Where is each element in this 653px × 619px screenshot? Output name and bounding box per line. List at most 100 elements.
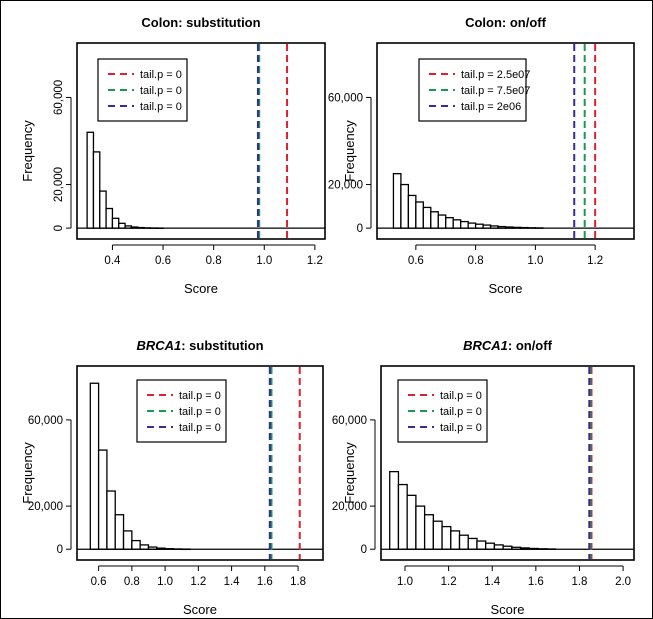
x-tick-label: 1.0: [397, 576, 413, 588]
x-tick-label: 0.6: [408, 255, 424, 267]
panel-title-text: : substitution: [181, 338, 263, 353]
histogram-bar: [437, 214, 447, 229]
x-axis-label: Score: [491, 602, 525, 617]
histogram-bar: [460, 220, 469, 229]
plot-box: [380, 365, 635, 561]
histogram-bar: [415, 201, 424, 229]
histogram-bar: [86, 131, 95, 229]
histogram-bar: [92, 151, 101, 229]
x-axis-label: Score: [183, 602, 217, 617]
histogram-bar: [415, 505, 426, 550]
y-tick-label: 20,000: [53, 167, 65, 202]
panel-title: BRCA1: on/off: [463, 338, 553, 353]
histogram-bar: [441, 525, 452, 550]
y-tick-label: 0: [361, 544, 367, 556]
y-tick-label: 0: [57, 544, 63, 556]
legend-label: tail.p = 0: [140, 69, 182, 81]
x-tick-label: 0.6: [155, 255, 171, 267]
panel-title: Colon: on/off: [465, 15, 547, 30]
panel-title-text: Colon: substitution: [141, 15, 260, 30]
x-tick-label: 1.0: [256, 255, 272, 267]
histogram-bar: [89, 382, 100, 550]
histogram-bar: [407, 194, 417, 229]
legend-label: tail.p = 0: [440, 422, 482, 434]
plot-box: [76, 42, 326, 240]
histogram-bar: [118, 222, 126, 229]
x-tick-label: 0.8: [124, 576, 140, 588]
x-tick-label: 1.8: [290, 576, 306, 588]
x-tick-label: 1.6: [528, 576, 544, 588]
histogram-bar: [406, 494, 417, 550]
legend-label: tail.p = 0: [140, 101, 182, 113]
histogram-bar: [114, 514, 125, 550]
histogram-bar: [131, 539, 141, 550]
histogram-bar: [392, 173, 402, 229]
y-tick-label: 20,000: [328, 180, 363, 192]
histogram-bar: [452, 219, 462, 229]
histogram-bar: [422, 206, 432, 229]
plot-box: [76, 365, 324, 561]
histogram-bar: [122, 530, 133, 550]
histogram-bar: [485, 542, 496, 550]
panel-title: Colon: substitution: [141, 15, 260, 30]
histogram-bar: [397, 483, 408, 550]
y-tick-label: 20,000: [28, 501, 63, 513]
histogram-bar: [458, 534, 469, 550]
histogram-bar: [99, 190, 107, 229]
x-tick-label: 1.0: [157, 576, 173, 588]
histogram-bar: [467, 537, 478, 550]
y-tick-label: 20,000: [332, 501, 367, 513]
histogram-bar: [111, 217, 120, 229]
legend-label: tail.p = 2e06: [461, 101, 521, 113]
x-axis-label: Score: [184, 281, 218, 296]
x-tick-label: 1.2: [307, 255, 323, 267]
y-tick-label: 0: [357, 223, 363, 235]
histogram-bar: [432, 520, 443, 550]
histogram-bar: [423, 514, 434, 550]
x-tick-label: 0.4: [104, 255, 121, 267]
y-tick-label: 60,000: [328, 92, 363, 104]
y-axis-label: Frequency: [342, 442, 357, 504]
histogram-bar: [450, 530, 461, 550]
legend-label: tail.p = 0: [440, 390, 482, 402]
legend-box: [418, 58, 527, 122]
panel-title-text: : on/off: [508, 338, 553, 353]
histogram-bar: [476, 540, 487, 550]
x-tick-label: 2.0: [615, 576, 631, 588]
panel-title-gene: BRCA1: [463, 338, 508, 353]
x-tick-label: 0.8: [206, 255, 222, 267]
histogram-bar: [400, 183, 410, 229]
legend-label: tail.p = 0: [179, 390, 221, 402]
x-tick-label: 1.2: [441, 576, 457, 588]
legend-label: tail.p = 0: [440, 406, 482, 418]
x-tick-label: 1.4: [224, 576, 241, 588]
y-axis-label: Frequency: [342, 120, 357, 182]
y-tick-label: 0: [53, 225, 65, 231]
x-tick-label: 1.6: [257, 576, 273, 588]
panel-title: BRCA1: substitution: [136, 338, 263, 353]
legend-label: tail.p = 2.5e07: [461, 69, 530, 81]
x-tick-label: 1.8: [571, 576, 587, 588]
x-tick-label: 1.0: [527, 255, 543, 267]
y-tick-label: 60,000: [53, 80, 65, 115]
histogram-bar: [97, 449, 108, 550]
histogram-bar: [105, 207, 114, 229]
x-tick-label: 0.8: [468, 255, 484, 267]
histogram-bar: [430, 211, 439, 229]
x-tick-label: 1.2: [587, 255, 603, 267]
plot-box: [376, 42, 635, 240]
x-tick-label: 1.2: [190, 576, 206, 588]
x-axis-label: Score: [489, 281, 523, 296]
y-tick-label: 60,000: [28, 415, 63, 427]
y-tick-label: 60,000: [332, 415, 367, 427]
x-tick-label: 0.6: [91, 576, 107, 588]
histogram-bar: [106, 490, 116, 550]
histogram-bar: [467, 222, 477, 229]
legend-label: tail.p = 0: [140, 85, 182, 97]
x-tick-label: 1.4: [484, 576, 501, 588]
legend-label: tail.p = 0: [179, 422, 221, 434]
histogram-bar: [389, 470, 400, 550]
panel-title-gene: BRCA1: [136, 338, 181, 353]
y-axis-label: Frequency: [20, 120, 35, 182]
